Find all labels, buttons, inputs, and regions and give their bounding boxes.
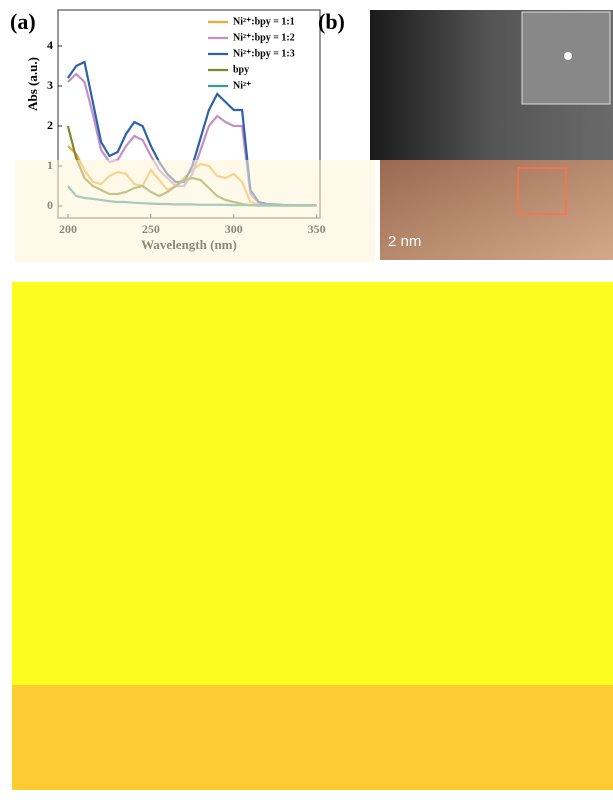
scale-bar-label: 2 nm xyxy=(388,233,421,250)
hrtem-image xyxy=(380,160,613,260)
legend-label: bpy xyxy=(233,64,249,75)
fft-spot xyxy=(564,52,572,60)
overlay xyxy=(15,160,375,262)
panel-label: (b) xyxy=(318,9,345,34)
overlay xyxy=(12,685,613,790)
overlay xyxy=(12,282,613,687)
legend-label: Ni²⁺:bpy = 1:1 xyxy=(233,16,295,27)
panel-label: (a) xyxy=(10,9,36,34)
y-tick-label: 3 xyxy=(47,78,53,92)
y-axis-title: Abs (a.u.) xyxy=(25,57,40,111)
legend-label: Ni²⁺:bpy = 1:2 xyxy=(233,32,295,43)
y-tick-label: 4 xyxy=(47,38,53,52)
legend-label: Ni²⁺:bpy = 1:3 xyxy=(233,48,295,59)
legend-label: Ni²⁺ xyxy=(233,80,251,91)
zoom-box xyxy=(517,167,567,215)
y-tick-label: 2 xyxy=(47,118,53,132)
